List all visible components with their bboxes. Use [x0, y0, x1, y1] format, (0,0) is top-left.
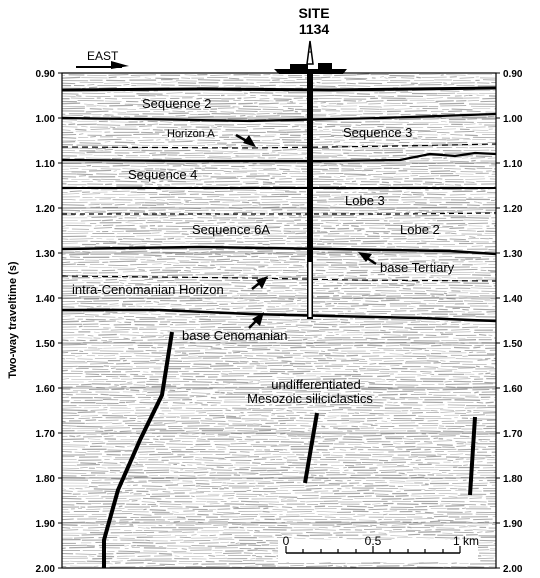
drillship-icon — [274, 40, 347, 74]
tick-label-right: 1.80 — [503, 474, 523, 485]
lobe-3-base-line — [62, 212, 497, 215]
sequence-3-base-line — [61, 151, 497, 163]
tick-label-left: 1.90 — [36, 519, 56, 530]
sequence-3-label: Sequence 3 — [343, 125, 412, 140]
fault-west — [102, 331, 174, 568]
interpretation-labels: Sequence 2 Horizon A Sequence 3 Sequence… — [72, 96, 455, 406]
tick-label-left: 1.50 — [36, 339, 56, 350]
lobe-3-label: Lobe 3 — [345, 193, 385, 208]
tick-label-right: 1.40 — [503, 294, 523, 305]
base-tertiary-arrow-icon — [358, 252, 377, 266]
east-direction-label: EAST — [87, 49, 119, 63]
tick-label-left: 1.20 — [36, 204, 56, 215]
tick-label-left: 0.90 — [36, 69, 56, 80]
tick-label-left: 1.10 — [36, 159, 56, 170]
base-cenomanian-label: base Cenomanian — [182, 328, 288, 343]
lobe-2-label: Lobe 2 — [400, 222, 440, 237]
tick-label-right: 1.30 — [503, 249, 523, 260]
tick-label-left: 2.00 — [36, 564, 56, 575]
intra-cenomanian-arrow-icon — [251, 276, 268, 290]
site-label: SITE — [298, 5, 329, 21]
sequence-2-label: Sequence 2 — [142, 96, 211, 111]
tick-label-left: 1.00 — [36, 114, 56, 125]
sequence-2-base-line — [61, 112, 497, 123]
tick-label-left: 1.80 — [36, 474, 56, 485]
site-number: 1134 — [299, 21, 330, 37]
base-tertiary-label: base Tertiary — [380, 260, 455, 275]
base-cenomanian-arrow-icon — [248, 312, 264, 329]
scale-label-half: 0.5 — [365, 534, 382, 548]
tick-label-right: 1.90 — [503, 519, 523, 530]
tick-label-right: 1.00 — [503, 114, 523, 125]
scale-label-0: 0 — [283, 534, 290, 548]
fault-east — [468, 416, 477, 496]
tick-label-right: 1.20 — [503, 204, 523, 215]
tick-label-right: 1.60 — [503, 384, 523, 395]
horizon-a-line — [61, 143, 497, 149]
tick-label-right: 0.90 — [503, 69, 523, 80]
base-cenomanian-line — [62, 308, 497, 323]
east-arrow-icon — [76, 61, 129, 69]
horizon-a-arrow-icon — [235, 133, 256, 147]
top-horizon-line — [61, 86, 497, 92]
tick-label-left: 1.60 — [36, 384, 56, 395]
tick-label-right: 2.00 — [503, 564, 523, 575]
undifferentiated-label: undifferentiated — [271, 377, 360, 392]
intra-cenomanian-horizon-line — [61, 275, 497, 282]
scale-label-1km: 1 km — [453, 534, 479, 548]
scale-bar: 0 0.5 1 km — [278, 534, 479, 562]
sequence-6a-label: Sequence 6A — [192, 222, 270, 237]
tick-label-left: 1.40 — [36, 294, 56, 305]
interpreted-horizons — [61, 86, 497, 568]
intra-cenomanian-label: intra-Cenomanian Horizon — [72, 282, 224, 297]
borehole — [307, 73, 313, 319]
base-tertiary-line — [61, 245, 497, 256]
pointer-arrows — [235, 133, 377, 329]
sequence-4-label: Sequence 4 — [128, 167, 197, 182]
tick-label-right: 1.10 — [503, 159, 523, 170]
horizon-a-label: Horizon A — [167, 128, 215, 140]
tick-label-right: 1.50 — [503, 339, 523, 350]
time-axis-ticks: 0.90 0.90 1.00 1.00 1.10 1.10 1.20 1.20 1.30 1.30… — [36, 69, 523, 575]
seismic-reflection-texture — [62, 73, 496, 568]
tick-label-left: 1.30 — [36, 249, 56, 260]
fault-center — [303, 412, 319, 484]
y-axis-title: Two-way traveltime (s) — [7, 261, 19, 378]
tick-label-right: 1.70 — [503, 429, 523, 440]
tick-label-left: 1.70 — [36, 429, 56, 440]
mesozoic-siliciclastics-label: Mesozoic siliciclastics — [247, 391, 373, 406]
